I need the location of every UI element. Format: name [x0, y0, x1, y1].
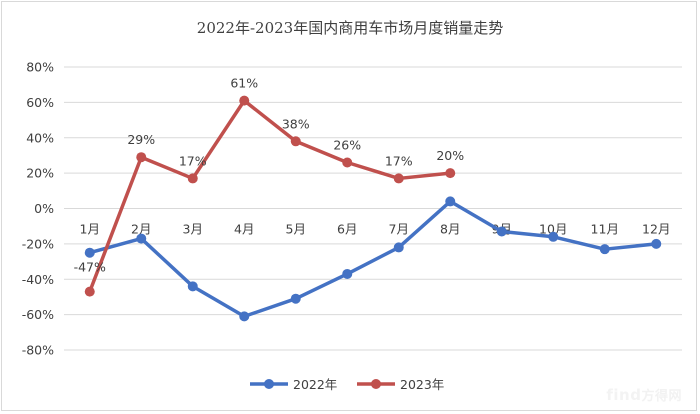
data-label: 26% [333, 138, 361, 153]
data-label: 20% [436, 148, 464, 163]
data-point[interactable] [496, 226, 507, 237]
x-category-label: 3月 [183, 222, 203, 237]
series-line-1 [88, 98, 452, 294]
data-label: -47% [74, 260, 106, 275]
data-point[interactable] [445, 168, 456, 179]
data-label: 29% [127, 132, 155, 147]
data-label: 17% [179, 153, 207, 168]
x-category-label: 6月 [337, 222, 357, 237]
data-point[interactable] [599, 244, 610, 255]
chart-title: 2022年-2023年国内商用车市场月度销量走势 [197, 19, 503, 37]
data-point[interactable] [548, 231, 559, 242]
x-category-label: 11月 [591, 222, 619, 237]
data-point[interactable] [84, 247, 95, 258]
x-category-label: 7月 [389, 222, 409, 237]
x-axis-categories: 1月2月3月4月5月6月7月8月9月10月11月12月 [80, 222, 671, 237]
data-point[interactable] [651, 238, 662, 249]
y-tick-label: -80% [22, 343, 54, 358]
data-point[interactable] [84, 286, 95, 297]
legend-item-2023[interactable]: 2023年 [357, 377, 444, 392]
data-point[interactable] [136, 233, 147, 244]
data-point[interactable] [290, 136, 301, 147]
y-tick-label: -40% [22, 272, 54, 287]
data-point[interactable] [393, 173, 404, 184]
data-point[interactable] [445, 196, 456, 207]
legend[interactable]: 2022年 2023年 [250, 377, 444, 392]
watermark-brand: find [606, 386, 642, 404]
data-point[interactable] [187, 281, 198, 292]
y-tick-label: 40% [26, 130, 54, 145]
data-point[interactable] [290, 293, 301, 304]
y-tick-label: 0% [34, 201, 54, 216]
y-tick-label: -60% [22, 307, 54, 322]
series-line-0 [88, 199, 658, 319]
legend-marker-2022 [264, 379, 274, 389]
y-tick-label: 60% [26, 95, 54, 110]
legend-label-2023: 2023年 [400, 377, 444, 392]
x-category-label: 2月 [131, 222, 151, 237]
data-point[interactable] [342, 268, 353, 279]
data-point[interactable] [342, 157, 353, 168]
y-tick-label: 80% [26, 60, 54, 75]
data-label: 38% [282, 116, 310, 131]
x-category-label: 4月 [234, 222, 254, 237]
data-point[interactable] [239, 95, 250, 106]
series-lines [84, 95, 662, 322]
data-labels: -47% 29% 17% 61% 38% 26% 17% 20% [74, 76, 465, 275]
x-category-label: 10月 [539, 222, 567, 237]
watermark-suffix: 方得网 [641, 389, 682, 404]
legend-label-2022: 2022年 [293, 377, 337, 392]
legend-marker-2023 [371, 379, 381, 389]
y-tick-label: -20% [22, 236, 54, 251]
y-tick-label: 20% [26, 166, 54, 181]
x-category-label: 8月 [440, 222, 460, 237]
gridlines [64, 66, 682, 351]
data-label: 17% [385, 153, 413, 168]
data-point[interactable] [136, 152, 147, 163]
x-category-label: 12月 [642, 222, 670, 237]
data-label: 61% [230, 76, 258, 91]
data-point[interactable] [239, 311, 250, 322]
watermark-logo: find方得网 [606, 385, 682, 404]
y-axis-ticks: 80% 60% 40% 20% 0% -20% -40% -60% -80% [22, 60, 54, 358]
data-point[interactable] [187, 173, 198, 184]
data-point[interactable] [393, 242, 404, 253]
x-category-label: 1月 [80, 222, 100, 237]
legend-item-2022[interactable]: 2022年 [250, 377, 337, 392]
x-category-label: 5月 [286, 222, 306, 237]
